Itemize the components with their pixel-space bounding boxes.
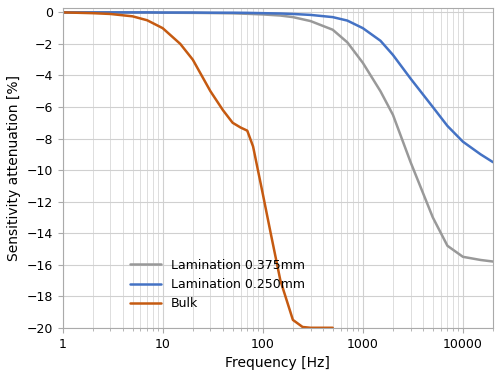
Bulk: [244, 129, 250, 133]
Bulk: [300, 325, 306, 329]
Lamination 0.375mm: [160, 11, 166, 15]
Bulk: [308, 325, 314, 330]
Lamination 0.250mm: [344, 18, 350, 23]
Lamination 0.375mm: [208, 11, 214, 15]
Bulk: [314, 325, 320, 330]
Line: Bulk: Bulk: [62, 12, 332, 328]
Bulk: [60, 10, 66, 15]
Lamination 0.250mm: [278, 11, 283, 16]
Lamination 0.375mm: [360, 61, 366, 65]
Bulk: [260, 192, 266, 196]
Lamination 0.250mm: [144, 10, 150, 15]
Lamination 0.250mm: [90, 10, 96, 15]
Bulk: [325, 325, 331, 330]
Lamination 0.250mm: [290, 12, 296, 16]
Lamination 0.250mm: [160, 10, 166, 15]
Lamination 0.250mm: [230, 11, 235, 15]
Lamination 0.250mm: [244, 11, 250, 15]
Bulk: [144, 18, 150, 23]
Lamination 0.375mm: [460, 254, 466, 259]
Bulk: [268, 231, 274, 235]
Legend: Lamination 0.375mm, Lamination 0.250mm, Bulk: Lamination 0.375mm, Lamination 0.250mm, …: [125, 254, 310, 315]
Lamination 0.250mm: [108, 10, 114, 15]
Lamination 0.375mm: [408, 160, 414, 164]
X-axis label: Frequency [Hz]: Frequency [Hz]: [226, 356, 330, 370]
Bulk: [208, 89, 214, 93]
Lamination 0.250mm: [390, 53, 396, 57]
Lamination 0.250mm: [490, 160, 496, 164]
Lamination 0.375mm: [444, 244, 450, 248]
Lamination 0.250mm: [190, 10, 196, 15]
Lamination 0.375mm: [390, 113, 396, 117]
Lamination 0.375mm: [230, 11, 235, 15]
Bulk: [238, 125, 244, 130]
Lamination 0.250mm: [60, 10, 66, 15]
Lamination 0.375mm: [330, 28, 336, 32]
Lamination 0.250mm: [260, 11, 266, 15]
Bulk: [190, 57, 196, 62]
Lamination 0.375mm: [108, 10, 114, 15]
Lamination 0.375mm: [290, 15, 296, 19]
Lamination 0.250mm: [460, 139, 466, 144]
Bulk: [250, 144, 256, 149]
Lamination 0.250mm: [408, 77, 414, 81]
Lamination 0.375mm: [90, 10, 96, 15]
Lamination 0.375mm: [190, 11, 196, 15]
Lamination 0.375mm: [244, 12, 250, 16]
Bulk: [160, 26, 166, 31]
Lamination 0.375mm: [490, 259, 496, 264]
Lamination 0.250mm: [130, 10, 136, 15]
Bulk: [90, 11, 96, 15]
Lamination 0.250mm: [360, 26, 366, 31]
Lamination 0.375mm: [344, 40, 350, 44]
Lamination 0.250mm: [478, 152, 484, 156]
Bulk: [278, 278, 283, 283]
Line: Lamination 0.375mm: Lamination 0.375mm: [62, 12, 493, 262]
Lamination 0.250mm: [330, 15, 336, 19]
Lamination 0.375mm: [130, 10, 136, 15]
Bulk: [178, 42, 184, 46]
Bulk: [290, 318, 296, 322]
Lamination 0.375mm: [260, 12, 266, 17]
Lamination 0.250mm: [444, 124, 450, 128]
Bulk: [320, 325, 326, 330]
Lamination 0.250mm: [378, 38, 384, 43]
Lamination 0.375mm: [378, 89, 384, 93]
Line: Lamination 0.250mm: Lamination 0.250mm: [62, 12, 493, 162]
Lamination 0.375mm: [278, 13, 283, 18]
Lamination 0.250mm: [208, 11, 214, 15]
Bulk: [130, 14, 136, 18]
Lamination 0.375mm: [308, 19, 314, 23]
Bulk: [108, 12, 114, 16]
Lamination 0.375mm: [478, 258, 484, 262]
Lamination 0.375mm: [430, 215, 436, 220]
Y-axis label: Sensitivity attenuation [%]: Sensitivity attenuation [%]: [7, 75, 21, 261]
Bulk: [230, 121, 235, 125]
Lamination 0.250mm: [430, 105, 436, 109]
Lamination 0.250mm: [308, 13, 314, 17]
Bulk: [330, 325, 336, 330]
Lamination 0.375mm: [60, 10, 66, 15]
Bulk: [220, 108, 226, 112]
Lamination 0.375mm: [144, 10, 150, 15]
